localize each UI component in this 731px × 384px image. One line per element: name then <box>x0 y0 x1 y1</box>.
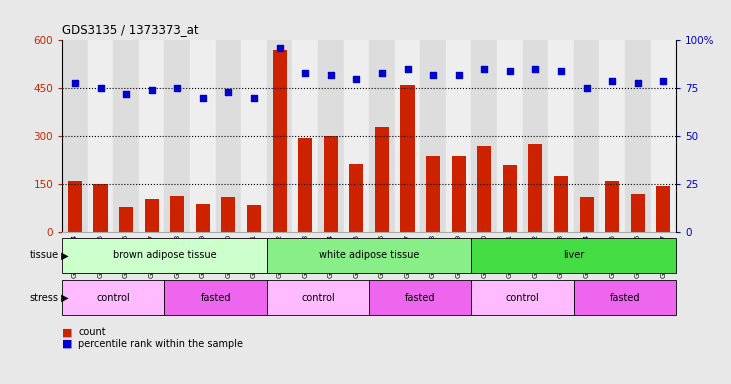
Text: fasted: fasted <box>610 293 640 303</box>
Point <box>325 72 336 78</box>
Bar <box>580 197 594 232</box>
Point <box>69 79 81 86</box>
Text: ■: ■ <box>62 339 72 349</box>
Bar <box>318 40 344 232</box>
Bar <box>221 197 235 232</box>
Bar <box>267 280 369 315</box>
Bar <box>273 50 287 232</box>
Text: fasted: fasted <box>405 293 436 303</box>
Text: control: control <box>301 293 335 303</box>
Bar <box>369 40 395 232</box>
Bar <box>119 207 133 232</box>
Point <box>300 70 311 76</box>
Bar <box>68 181 82 232</box>
Bar <box>196 204 210 232</box>
Bar <box>369 280 471 315</box>
Bar <box>267 238 471 273</box>
Text: liver: liver <box>563 250 585 260</box>
Bar <box>656 186 670 232</box>
Point <box>606 78 618 84</box>
Bar <box>529 144 542 232</box>
Bar <box>190 40 216 232</box>
Bar <box>145 199 159 232</box>
Bar <box>62 280 164 315</box>
Text: tissue: tissue <box>29 250 58 260</box>
Bar <box>62 40 88 232</box>
Text: ▶: ▶ <box>58 250 69 260</box>
Bar <box>292 40 318 232</box>
Text: stress: stress <box>29 293 58 303</box>
Bar <box>395 40 420 232</box>
Bar <box>599 40 625 232</box>
Point <box>222 89 234 95</box>
Bar <box>471 280 574 315</box>
Bar <box>401 85 414 232</box>
Text: control: control <box>96 293 130 303</box>
Point <box>402 66 414 72</box>
Bar <box>523 40 548 232</box>
Point <box>529 66 541 72</box>
Point <box>632 79 644 86</box>
Bar <box>554 176 568 232</box>
Text: ■: ■ <box>62 327 72 337</box>
Bar <box>170 195 184 232</box>
Bar <box>471 238 676 273</box>
Bar <box>503 165 517 232</box>
Point <box>658 78 670 84</box>
Text: control: control <box>506 293 539 303</box>
Bar <box>349 164 363 232</box>
Bar <box>344 40 369 232</box>
Bar <box>452 156 466 232</box>
Bar <box>298 138 312 232</box>
Bar <box>426 156 440 232</box>
Bar <box>216 40 241 232</box>
Point <box>95 85 107 91</box>
Point <box>581 85 593 91</box>
Text: count: count <box>78 327 106 337</box>
Bar <box>113 40 139 232</box>
Bar <box>497 40 523 232</box>
Bar <box>88 40 113 232</box>
Text: fasted: fasted <box>200 293 231 303</box>
Bar <box>574 40 599 232</box>
Point <box>120 91 132 97</box>
Point <box>427 72 439 78</box>
Text: GDS3135 / 1373373_at: GDS3135 / 1373373_at <box>62 23 199 36</box>
Point <box>197 95 209 101</box>
Bar <box>62 238 267 273</box>
Text: white adipose tissue: white adipose tissue <box>319 250 420 260</box>
Point <box>273 45 285 51</box>
Bar <box>420 40 446 232</box>
Point <box>478 66 490 72</box>
Bar <box>477 146 491 232</box>
Bar <box>651 40 676 232</box>
Bar <box>241 40 267 232</box>
Point <box>351 76 363 82</box>
Bar <box>548 40 574 232</box>
Bar <box>625 40 651 232</box>
Bar <box>164 280 267 315</box>
Bar <box>139 40 164 232</box>
Bar <box>631 194 645 232</box>
Text: brown adipose tissue: brown adipose tissue <box>113 250 216 260</box>
Text: percentile rank within the sample: percentile rank within the sample <box>78 339 243 349</box>
Point <box>376 70 387 76</box>
Bar <box>375 127 389 232</box>
Bar <box>471 40 497 232</box>
Bar <box>94 184 107 232</box>
Point <box>171 85 183 91</box>
Bar <box>324 136 338 232</box>
Point <box>556 68 567 74</box>
Point <box>504 68 516 74</box>
Point <box>249 95 260 101</box>
Bar <box>605 181 619 232</box>
Bar <box>574 280 676 315</box>
Bar <box>446 40 471 232</box>
Bar <box>164 40 190 232</box>
Bar <box>247 205 261 232</box>
Bar <box>267 40 292 232</box>
Point <box>145 87 158 93</box>
Text: ▶: ▶ <box>58 293 69 303</box>
Point <box>453 72 465 78</box>
